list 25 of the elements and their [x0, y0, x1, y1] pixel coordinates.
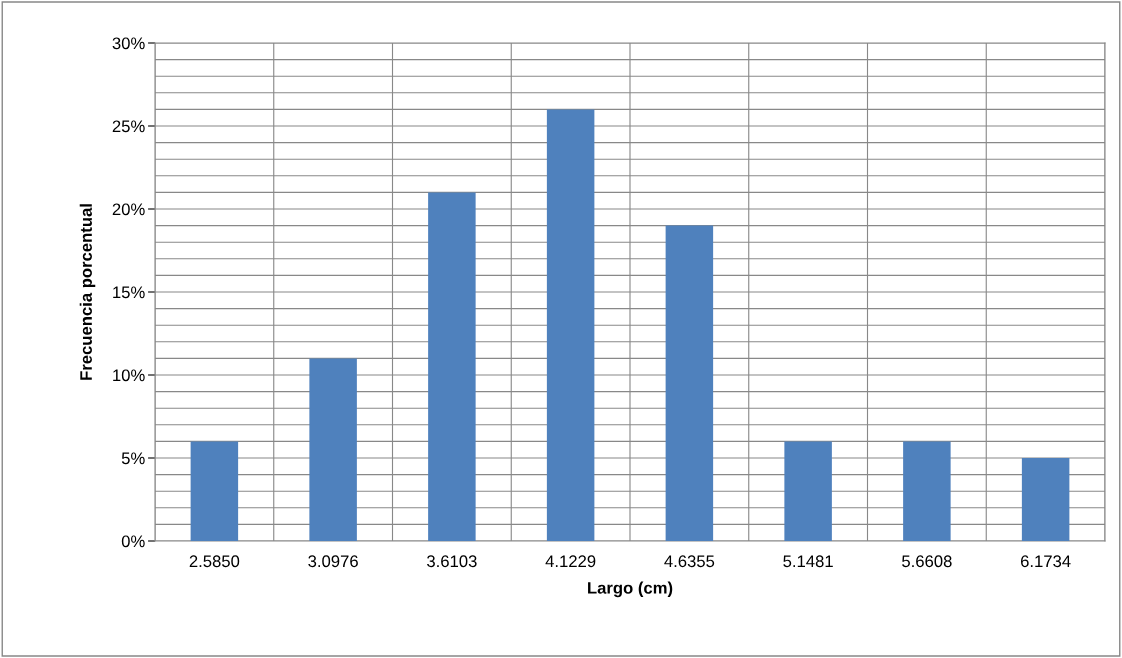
- bar: [903, 441, 951, 541]
- bar: [665, 225, 714, 541]
- y-tick-label: 25%: [112, 120, 145, 133]
- y-tick-label: 5%: [121, 452, 145, 465]
- y-tick-label: 0%: [121, 535, 145, 548]
- x-tick-label: 6.1734: [1020, 555, 1071, 568]
- x-tick-label: 3.6103: [427, 555, 477, 568]
- y-axis-title: Frecuencia porcentual: [79, 204, 96, 380]
- bar: [309, 358, 357, 541]
- y-tick-label: 10%: [113, 369, 145, 382]
- bar: [1021, 458, 1070, 541]
- y-tick-label: 15%: [113, 286, 145, 299]
- x-axis-title: Largo (cm): [588, 581, 673, 598]
- bar: [428, 192, 476, 541]
- x-tick-label: 5.1481: [783, 555, 833, 568]
- y-tick-label: 20%: [112, 203, 145, 216]
- x-tick-label: 3.0976: [308, 555, 358, 568]
- bar: [546, 109, 595, 541]
- bar: [190, 441, 239, 541]
- x-tick-label: 4.1229: [545, 555, 596, 568]
- bar: [784, 441, 832, 541]
- x-tick-label: 4.6355: [664, 555, 715, 568]
- y-tick-label: 30%: [112, 37, 145, 50]
- x-tick-label: 5.6608: [902, 555, 952, 568]
- x-tick-label: 2.5850: [189, 555, 240, 568]
